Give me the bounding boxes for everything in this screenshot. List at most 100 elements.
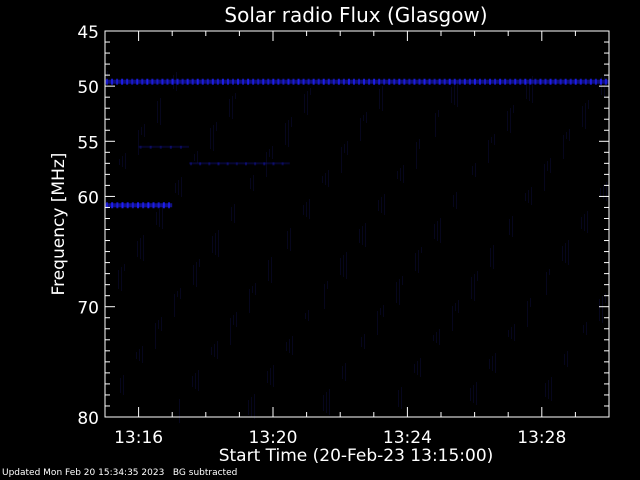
noise-streak — [606, 182, 607, 201]
noise-streak — [491, 137, 492, 143]
noise-streak — [438, 110, 439, 117]
y-tick-label: 55 — [77, 133, 99, 153]
noise-streak — [158, 320, 159, 329]
noise-streak — [599, 299, 600, 321]
y-tick-label: 50 — [77, 78, 99, 98]
noise-streak — [160, 98, 161, 125]
noise-streak — [329, 389, 330, 415]
signal-band-trace — [138, 145, 189, 148]
noise-streak — [309, 199, 310, 219]
signal-blip — [179, 145, 182, 149]
signal-blip — [201, 78, 204, 85]
noise-streak — [587, 211, 588, 233]
noise-streak — [155, 323, 156, 349]
signal-blip — [232, 78, 234, 85]
signal-blip — [342, 78, 345, 85]
noise-streak — [476, 382, 477, 405]
noise-streak — [360, 118, 361, 141]
noise-streak — [291, 117, 292, 127]
noise-streak — [194, 154, 195, 161]
noise-streak — [217, 341, 218, 359]
signal-blip — [217, 162, 220, 166]
signal-blip — [494, 78, 497, 85]
signal-blip — [242, 78, 245, 85]
noise-streak — [156, 212, 157, 225]
signal-blip — [388, 78, 391, 85]
noise-streak — [218, 230, 219, 257]
signal-blip — [554, 78, 557, 85]
signal-blip — [116, 202, 119, 209]
noise-streak — [305, 313, 306, 319]
signal-blip — [106, 78, 108, 85]
signal-blip — [312, 78, 315, 85]
noise-streak — [420, 358, 421, 377]
signal-blip — [277, 78, 280, 85]
signal-blip — [514, 78, 517, 85]
noise-streak — [568, 240, 569, 265]
noise-streak — [139, 349, 140, 361]
noise-streak — [583, 325, 584, 333]
signal-blip — [599, 78, 602, 85]
signal-blip — [176, 78, 179, 85]
noise-streak — [439, 329, 440, 345]
noise-streak — [452, 306, 453, 331]
noise-streak — [250, 178, 251, 189]
signal-blip — [141, 78, 144, 85]
noise-streak — [198, 370, 199, 391]
x-axis-label: Start Time (20-Feb-23 13:15:00) — [219, 446, 494, 466]
noise-streak — [507, 111, 508, 131]
noise-streak — [470, 388, 471, 401]
signal-blip — [186, 78, 189, 85]
noise-streak — [272, 146, 273, 159]
noise-streak — [177, 291, 178, 297]
signal-blip — [383, 78, 386, 85]
noise-streak — [233, 315, 234, 325]
noise-streak — [197, 151, 198, 163]
signal-blip — [423, 78, 426, 85]
noise-streak — [231, 207, 232, 221]
noise-streak — [121, 267, 122, 291]
noise-streak — [544, 164, 545, 191]
noise-streak — [125, 153, 126, 169]
signal-blip — [131, 78, 134, 85]
noise-streak — [212, 236, 213, 253]
signal-blip — [489, 78, 492, 85]
signal-blip — [393, 78, 396, 85]
noise-streak — [569, 129, 570, 141]
noise-streak — [458, 300, 459, 313]
noise-streak — [525, 193, 526, 201]
noise-streak — [436, 332, 437, 343]
signal-blip — [292, 78, 295, 85]
noise-streak — [564, 354, 565, 365]
noise-streak — [122, 156, 123, 167]
noise-streak — [588, 100, 589, 109]
noise-streak — [270, 368, 271, 385]
noise-streak — [234, 204, 235, 223]
signal-blip — [453, 78, 456, 85]
signal-band — [105, 202, 173, 209]
signal-band — [189, 162, 290, 166]
signal-blip — [111, 202, 114, 209]
signal-blip — [569, 78, 572, 85]
noise-streak — [285, 123, 286, 145]
noise-streak — [363, 115, 364, 121]
noise-streak — [310, 88, 311, 95]
noise-streak — [512, 216, 513, 237]
signal-blip — [373, 78, 376, 85]
signal-blip — [159, 145, 162, 149]
noise-streak — [141, 127, 142, 135]
noise-streak — [397, 171, 398, 179]
noise-streak — [192, 376, 193, 387]
noise-streak — [323, 395, 324, 411]
footer-note: BG subtracted — [172, 468, 238, 478]
signal-blip — [363, 78, 366, 85]
noise-streak — [415, 253, 416, 271]
signal-blip — [254, 162, 257, 166]
noise-streak — [547, 161, 548, 171]
noise-streak — [403, 165, 404, 183]
signal-blip — [169, 145, 172, 149]
noise-streak — [180, 288, 181, 299]
noise-streak — [161, 317, 162, 331]
noise-streak — [286, 342, 287, 351]
noise-streak — [384, 194, 385, 215]
